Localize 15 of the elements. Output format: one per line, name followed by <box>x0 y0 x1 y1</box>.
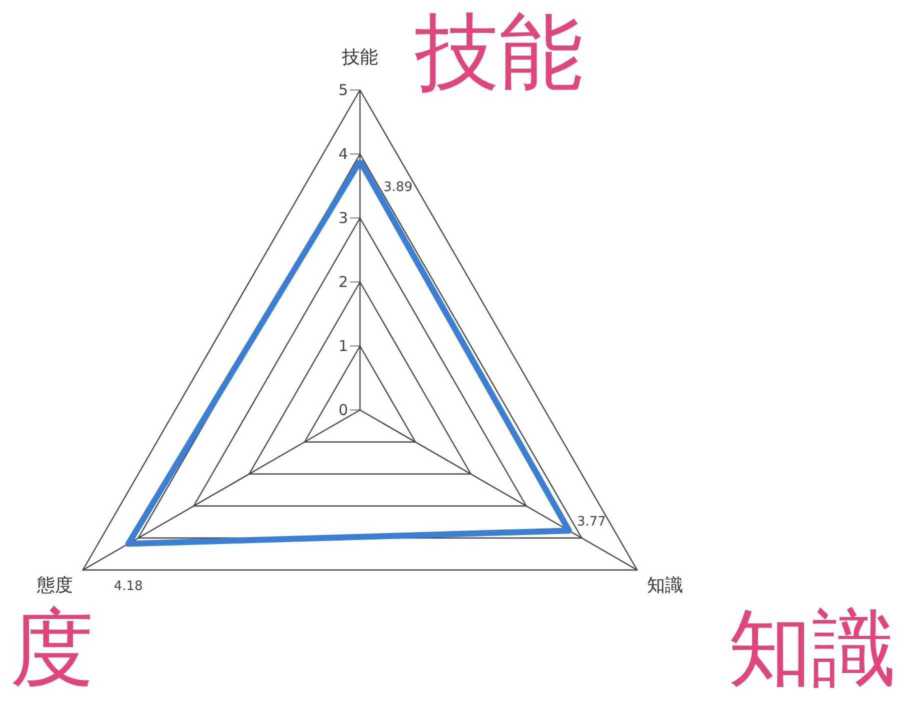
y-tick-label: 2 <box>338 273 348 291</box>
y-tick-label: 0 <box>338 401 348 419</box>
spoke-label: 知識 <box>646 575 683 596</box>
text: 知識 <box>728 599 896 697</box>
data-label: 3.89 <box>384 180 412 196</box>
spoke-label: 技能 <box>341 47 378 68</box>
text: 技能 <box>415 3 583 101</box>
text: 度 <box>10 599 94 697</box>
y-tick-label: 5 <box>338 81 348 99</box>
spoke-label: 態度 <box>36 575 74 596</box>
data-label: 3.77 <box>576 514 606 530</box>
y-tick-label: 4 <box>338 145 348 163</box>
y-tick-label: 1 <box>338 337 348 355</box>
data-label: 4.18 <box>114 578 143 594</box>
y-tick-label: 3 <box>338 209 348 227</box>
